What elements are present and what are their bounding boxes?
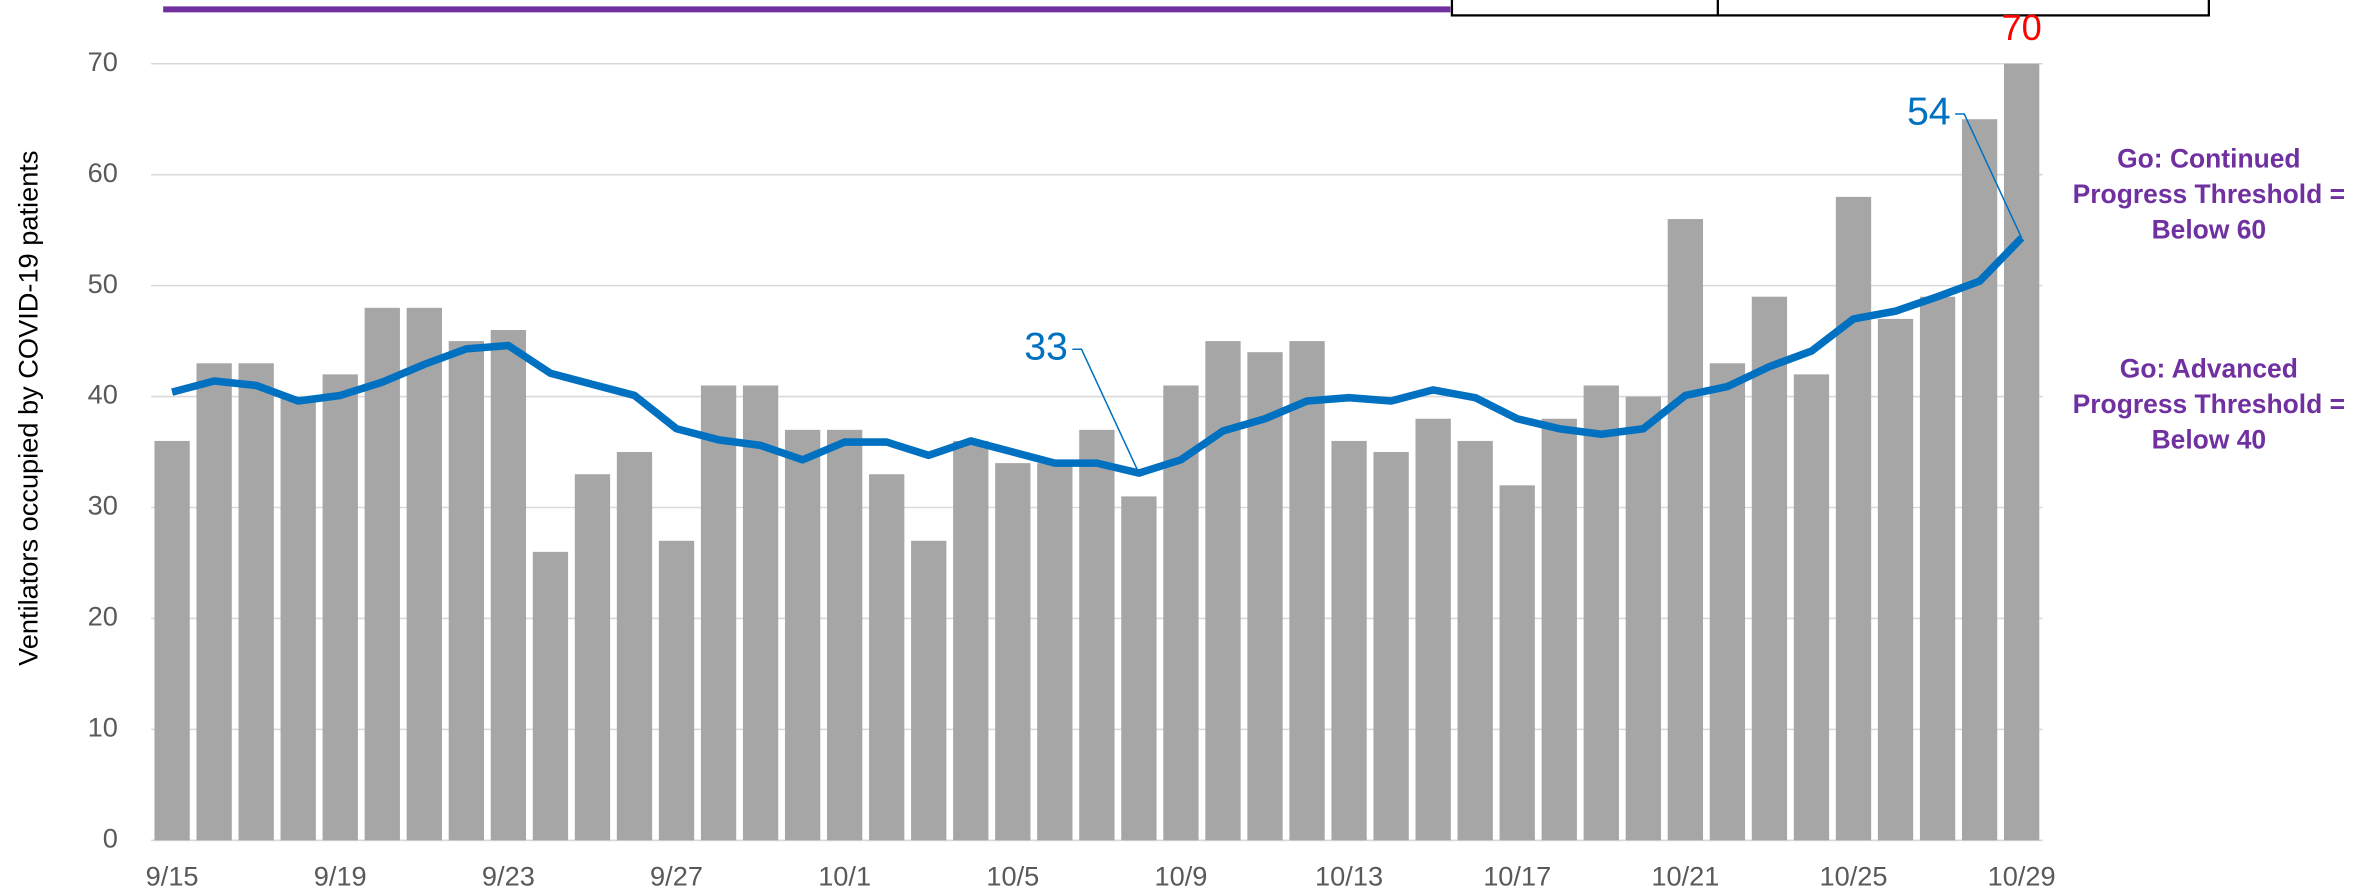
header-box: [1450, 0, 2210, 17]
bar: [364, 307, 400, 841]
threshold-annotation: Progress Threshold =: [2073, 389, 2345, 419]
y-tick-label: 30: [88, 490, 118, 521]
bar: [1121, 496, 1157, 841]
bar: [448, 341, 485, 841]
bar: [1457, 440, 1493, 841]
bar-value-label: 70: [2001, 7, 2041, 48]
y-tick-label: 50: [88, 268, 118, 299]
bar: [1289, 341, 1325, 841]
bar: [1793, 374, 1830, 841]
bar: [1037, 463, 1073, 841]
bar: [1877, 318, 1914, 841]
bar: [1499, 485, 1535, 841]
x-tick-label: 9/15: [146, 860, 199, 891]
bar: [784, 429, 821, 841]
bar: [1751, 296, 1788, 841]
y-tick-label: 40: [88, 379, 118, 410]
bar: [1415, 418, 1451, 841]
x-tick-label: 10/1: [818, 860, 871, 891]
bar: [1331, 440, 1367, 841]
line-value-label: 54: [1907, 89, 1951, 133]
x-tick-label: 10/21: [1651, 860, 1719, 891]
bar: [742, 385, 779, 841]
bar: [658, 540, 695, 841]
bar: [1625, 396, 1661, 841]
bar: [1079, 429, 1115, 841]
threshold-annotation: Go: Continued: [2117, 143, 2300, 173]
bar: [1709, 363, 1746, 841]
threshold-annotation: Progress Threshold =: [2073, 179, 2345, 209]
bar: [911, 540, 947, 841]
line: [171, 235, 2025, 477]
y-tick-label: 0: [103, 823, 118, 854]
bar: [700, 385, 737, 841]
x-tick-label: 9/23: [482, 860, 535, 891]
x-tick-label: 10/9: [1154, 860, 1207, 891]
bar: [280, 396, 316, 841]
x-tick-label: 9/27: [650, 860, 703, 891]
bar: [869, 474, 905, 841]
bar: [616, 452, 653, 841]
threshold-annotation: Go: Advanced: [2120, 353, 2298, 383]
bar: [1961, 119, 1998, 841]
bar: [490, 329, 527, 841]
y-axis-label: Ventilators occupied by COVID-19 patient…: [12, 151, 43, 666]
label-leader: [1072, 348, 1140, 474]
bar: [574, 474, 611, 841]
bar: [995, 463, 1031, 841]
bar: [1205, 341, 1241, 841]
line-value-label: 33: [1024, 325, 1068, 369]
bar: [322, 374, 358, 841]
bar: [953, 440, 989, 841]
bar: [406, 307, 442, 841]
x-tick-label: 10/5: [986, 860, 1039, 891]
threshold-annotation: Below 40: [2152, 424, 2267, 454]
threshold-annotation: Below 60: [2152, 214, 2267, 244]
x-tick-label: 10/29: [1988, 860, 2056, 891]
x-tick-label: 10/17: [1483, 860, 1551, 891]
y-tick-label: 10: [88, 712, 118, 743]
bar: [2003, 63, 2040, 841]
y-tick-label: 60: [88, 157, 118, 188]
label-leader: [1955, 113, 2023, 239]
bar: [827, 429, 863, 841]
bar: [1247, 352, 1283, 841]
bar: [238, 363, 274, 841]
bar: [1373, 452, 1409, 841]
bar: [1583, 385, 1619, 841]
x-tick-label: 10/13: [1315, 860, 1383, 891]
bar: [532, 551, 569, 841]
bar: [1667, 219, 1704, 841]
bar: [1541, 418, 1577, 841]
x-tick-label: 10/25: [1819, 860, 1887, 891]
y-tick-label: 20: [88, 601, 118, 632]
bar: [1835, 196, 1872, 841]
bar: [1919, 296, 1956, 841]
y-tick-label: 70: [88, 46, 118, 77]
bar: [196, 363, 232, 841]
x-tick-label: 9/19: [314, 860, 367, 891]
bar: [154, 440, 190, 841]
